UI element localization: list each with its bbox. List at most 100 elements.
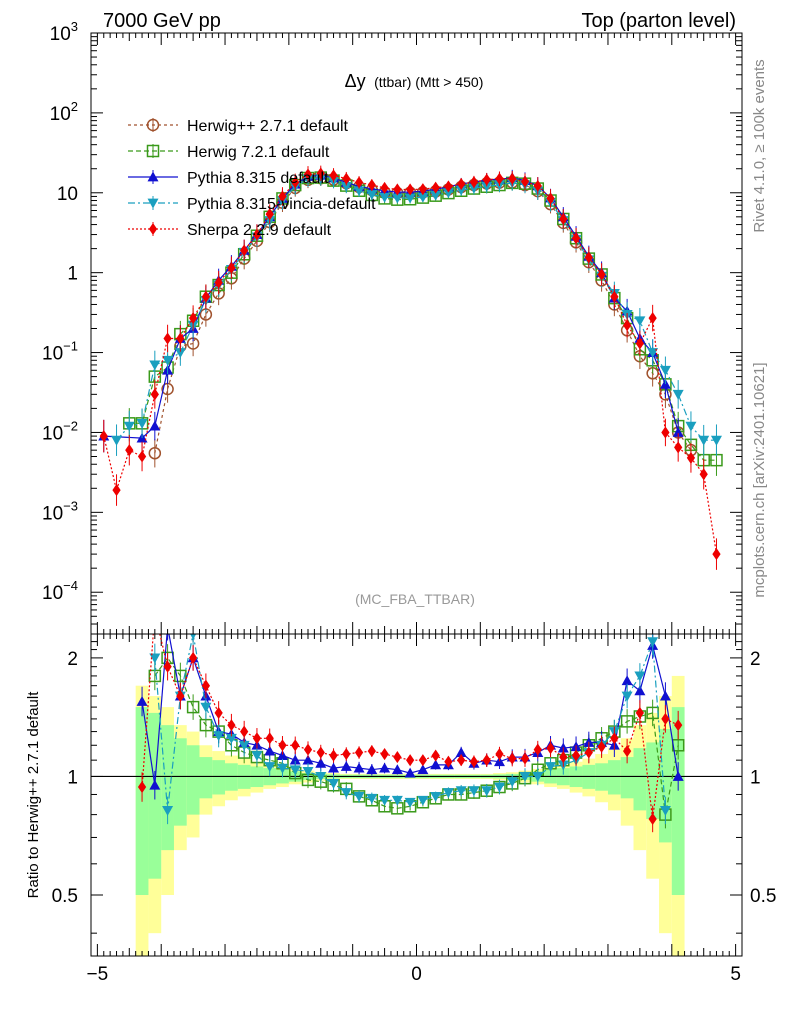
ratio-point-sherpa: [648, 812, 657, 825]
ratio-point-vincia: [391, 795, 403, 806]
main-point-sherpa: [214, 276, 223, 289]
ratio-band-green: [659, 728, 672, 843]
main-point-vincia: [404, 193, 416, 204]
main-point-vincia: [672, 389, 684, 400]
ratio-point-sherpa: [278, 739, 287, 752]
ratio-point-pythia: [659, 690, 671, 701]
main-point-sherpa: [137, 450, 147, 463]
main-point-sherpa: [508, 172, 517, 185]
ratio-band-green: [173, 738, 187, 826]
ratio-point-sherpa: [571, 749, 581, 762]
main-line-pythia: [103, 174, 679, 439]
ratio-xtick-label: 5: [730, 964, 741, 985]
main-point-sherpa: [329, 169, 338, 182]
ratio-point-sherpa: [303, 743, 313, 756]
ratio-point-vincia: [442, 788, 454, 799]
main-point-herwigpp: [148, 446, 162, 460]
main-ytick-label-base: 10: [50, 104, 71, 125]
main-point-sherpa: [99, 430, 108, 443]
main-ytick-label-base: 10: [50, 24, 71, 45]
main-point-sherpa: [597, 268, 606, 281]
main-point-vincia: [430, 190, 442, 201]
ratio-point-sherpa: [214, 706, 223, 719]
main-point-vincia: [123, 421, 135, 432]
main-ytick-label-exponent: −3: [63, 498, 78, 513]
main-point-sherpa: [125, 444, 134, 457]
ratio-point-sherpa: [163, 660, 172, 673]
ratio-point-sherpa: [610, 732, 619, 745]
ratio-ytick-label-left: 1: [67, 767, 78, 788]
ratio-xtick-label: 0: [411, 964, 422, 985]
ratio-band-green: [646, 742, 660, 819]
ratio-point-pythia: [264, 745, 276, 756]
ratio-point-pythia: [430, 759, 442, 770]
ratio-point-vincia: [302, 766, 314, 777]
legend-label: Sherpa 2.2.9 default: [187, 222, 332, 239]
main-point-sherpa: [661, 426, 670, 439]
main-point-sherpa: [227, 261, 236, 274]
main-ytick-label-exponent: −1: [63, 339, 78, 354]
main-point-vincia: [710, 435, 722, 446]
ratio-point-sherpa: [533, 743, 542, 756]
ratio-point-vincia: [162, 805, 174, 816]
main-point-sherpa: [342, 172, 351, 185]
ratio-point-pythia: [634, 685, 646, 696]
main-point-sherpa: [240, 244, 249, 257]
ratio-point-vincia: [289, 765, 301, 776]
ratio-point-vincia: [315, 772, 327, 782]
main-point-sherpa: [393, 183, 402, 196]
main-point-vincia: [340, 182, 352, 192]
main-ytick-label-exponent: −4: [63, 578, 78, 593]
ratio-ytick-label-right: 2: [750, 649, 761, 670]
ratio-point-vincia: [659, 805, 671, 816]
legend-marker-herwigpp: [146, 118, 160, 132]
main-point-sherpa: [712, 548, 721, 561]
main-point-vincia: [481, 182, 493, 192]
ratio-point-sherpa: [661, 712, 670, 725]
ratio-point-pythia: [366, 764, 378, 775]
main-point-vincia: [111, 435, 123, 446]
ratio-point-vincia: [251, 751, 263, 762]
main-ytick-label-exponent: 3: [71, 19, 78, 34]
main-point-sherpa: [405, 183, 415, 196]
ratio-point-vincia: [532, 772, 544, 782]
ratio-point-sherpa: [635, 706, 645, 719]
ratio-point-sherpa: [367, 745, 376, 758]
ratio-point-sherpa: [559, 751, 568, 764]
ratio-point-vincia: [545, 762, 557, 772]
ratio-point-pythia: [621, 675, 633, 686]
ratio-point-pythia: [328, 762, 340, 773]
ratio-point-vincia: [481, 786, 493, 797]
ratio-band-green: [186, 745, 200, 815]
main-ytick-label-base: 10: [57, 184, 78, 205]
main-point-vincia: [647, 348, 659, 359]
main-point-sherpa: [303, 168, 313, 181]
main-point-pythia: [672, 426, 684, 437]
main-point-vincia: [698, 435, 710, 446]
main-ytick-label-base: 10: [42, 583, 63, 604]
ratio-ytick-label-left: 0.5: [52, 886, 78, 907]
ratio-point-pythia: [455, 747, 467, 757]
legend-item-vincia: Pythia 8.315-vincia-default: [128, 196, 376, 213]
ratio-point-pythia: [276, 750, 288, 760]
ratio-point-sherpa: [431, 749, 440, 762]
ratio-band-green: [212, 760, 226, 795]
ratio-point-sherpa: [227, 719, 236, 732]
ratio-point-sherpa: [546, 742, 555, 755]
main-point-sherpa: [201, 290, 211, 303]
main-point-vincia: [417, 192, 429, 203]
main-point-sherpa: [495, 172, 504, 185]
ratio-point-sherpa: [418, 754, 428, 767]
main-point-pythia: [149, 420, 161, 431]
ratio-point-vincia: [634, 671, 646, 682]
main-point-sherpa: [316, 167, 325, 180]
ratio-point-vincia: [379, 795, 391, 806]
header-right: Top (parton level): [581, 10, 736, 32]
main-point-vincia: [379, 192, 391, 203]
ratio-point-sherpa: [495, 747, 504, 761]
ratio-point-vincia: [200, 702, 212, 713]
legend-label: Herwig++ 2.7.1 default: [187, 118, 349, 135]
main-point-sherpa: [278, 190, 287, 203]
main-point-sherpa: [584, 251, 593, 264]
